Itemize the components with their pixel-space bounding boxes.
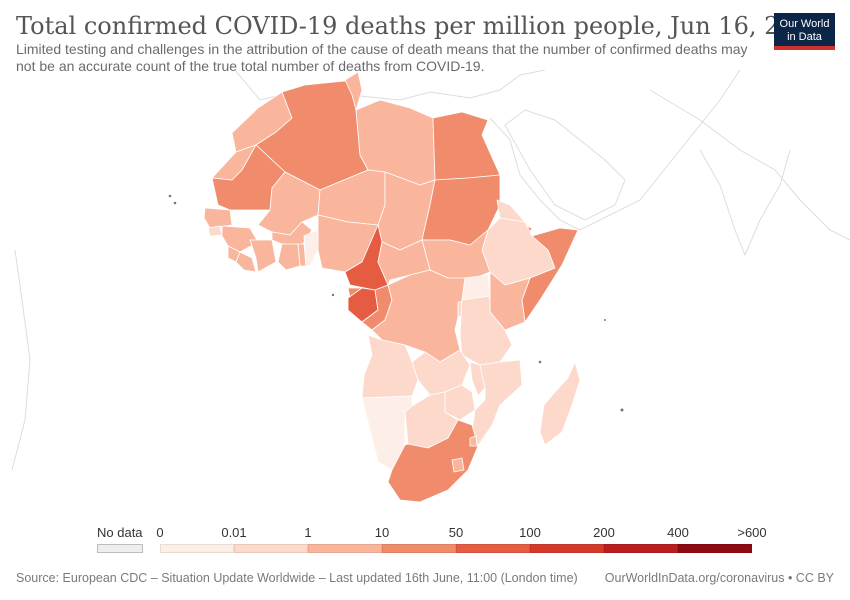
country-guinea-bissau	[207, 225, 223, 237]
south-america-outline	[11, 249, 31, 471]
country-zambia	[411, 349, 471, 396]
logo-line-2: in Data	[787, 31, 822, 43]
country-south-africa	[387, 419, 479, 503]
island-cape-verde-2	[173, 201, 177, 205]
legend-tick-label: 50	[448, 525, 464, 540]
country-mali	[257, 171, 321, 236]
middle-east-outline	[489, 70, 741, 231]
legend-tick-label: 100	[519, 525, 541, 540]
legend-tick-label: 400	[667, 525, 689, 540]
country-tanzania	[459, 295, 513, 366]
country-malawi	[469, 361, 486, 397]
legend-bin-6	[604, 544, 678, 553]
legend-bin-7	[678, 544, 752, 553]
country-liberia	[235, 251, 257, 273]
arabia-outline	[504, 109, 626, 221]
footer-link[interactable]: OurWorldInData.org/coronavirus • CC BY	[604, 571, 834, 585]
country-lesotho	[451, 457, 465, 473]
country-madagascar	[539, 361, 581, 446]
country-mozambique	[471, 359, 523, 447]
footer-source: Source: European CDC – Situation Update …	[16, 571, 578, 585]
legend-no-data-swatch	[97, 544, 143, 553]
legend-tick-label: 10	[374, 525, 390, 540]
legend-no-data-label: No data	[97, 525, 143, 540]
country-egypt	[432, 111, 501, 181]
island-cape-verde	[168, 194, 172, 198]
island-sao-tome	[331, 293, 335, 297]
legend-tick-label: >600	[737, 525, 767, 540]
chart-subtitle: Limited testing and challenges in the at…	[16, 41, 748, 74]
country-eswatini	[469, 435, 478, 447]
country-ivory-coast	[249, 239, 277, 273]
africa-map	[11, 70, 850, 503]
legend-tick-label: 1	[304, 525, 312, 540]
country-tunisia	[344, 71, 363, 111]
legend-bin-5	[530, 544, 604, 553]
island-mauritius	[620, 408, 624, 412]
islands	[168, 194, 624, 412]
countries	[203, 71, 581, 503]
chart-title: Total confirmed COVID-19 deaths per mill…	[16, 12, 826, 40]
asia-outline	[649, 89, 850, 241]
legend-bin-3	[382, 544, 456, 553]
legend: No data 0 0.01 1 10 50 100 200 400 >600	[0, 520, 850, 560]
logo-line-1: Our World	[779, 18, 830, 30]
country-ghana	[277, 243, 301, 271]
owid-logo[interactable]: Our World in Data	[774, 13, 835, 50]
country-benin	[303, 229, 319, 267]
country-senegal-gambia	[203, 207, 233, 229]
island-seychelles	[604, 319, 606, 321]
legend-bin-2	[308, 544, 382, 553]
legend-bin-1	[234, 544, 308, 553]
legend-tick-label: 200	[593, 525, 615, 540]
island-comoros	[538, 360, 542, 364]
background-land	[11, 70, 850, 471]
legend-bin-0	[160, 544, 234, 553]
legend-tick-label: 0	[156, 525, 164, 540]
legend-tick-label: 0.01	[221, 525, 247, 540]
india-outline	[699, 149, 791, 257]
legend-bin-4	[456, 544, 530, 553]
country-angola	[361, 334, 419, 399]
